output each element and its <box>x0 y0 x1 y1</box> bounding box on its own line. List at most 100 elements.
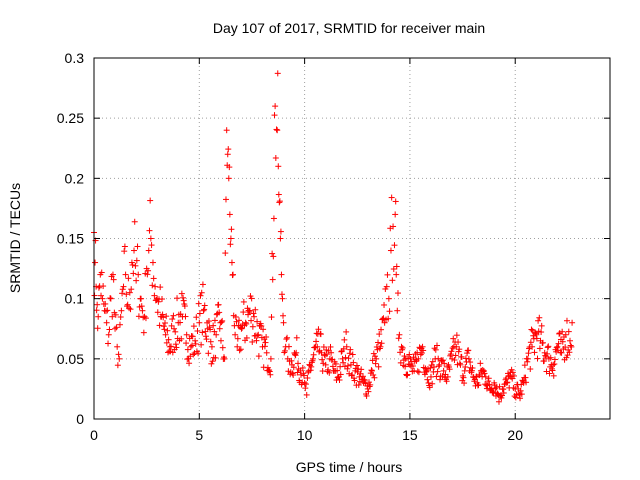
data-point <box>280 312 287 319</box>
data-point <box>427 373 434 380</box>
data-point <box>326 369 333 376</box>
x-tick-label: 20 <box>507 427 523 443</box>
data-point <box>200 307 207 314</box>
data-point <box>160 314 167 321</box>
data-point <box>170 312 177 319</box>
data-point <box>105 340 112 347</box>
data-point <box>294 369 301 376</box>
data-point <box>449 345 456 352</box>
data-point <box>250 310 257 317</box>
data-point <box>295 365 302 372</box>
data-point <box>325 366 332 373</box>
data-point <box>467 359 474 366</box>
data-point <box>500 386 507 393</box>
x-axis-label: GPS time / hours <box>296 459 403 475</box>
data-point <box>343 343 350 350</box>
data-point <box>148 242 155 249</box>
data-point <box>528 326 535 333</box>
data-point <box>229 272 236 279</box>
data-point <box>164 327 171 334</box>
data-point <box>320 360 327 367</box>
x-tick-label: 15 <box>402 427 418 443</box>
data-point <box>119 286 126 293</box>
data-point <box>168 322 175 329</box>
data-point <box>394 290 401 297</box>
data-point <box>98 269 105 276</box>
data-point <box>126 289 133 296</box>
data-point <box>290 364 297 371</box>
data-point <box>319 356 326 363</box>
data-point <box>279 295 286 302</box>
data-point <box>95 313 102 320</box>
data-point <box>131 247 138 254</box>
data-point <box>218 319 225 326</box>
data-point <box>126 305 133 312</box>
data-point <box>227 241 234 248</box>
data-point <box>121 248 128 255</box>
data-point <box>556 330 563 337</box>
data-point <box>381 319 388 326</box>
data-point <box>272 154 279 161</box>
data-point <box>187 353 194 360</box>
data-point <box>208 360 215 367</box>
data-point <box>94 325 101 332</box>
data-point <box>249 338 256 345</box>
data-point <box>351 377 358 384</box>
data-point <box>479 373 486 380</box>
data-point <box>159 311 166 318</box>
data-point <box>260 326 267 333</box>
data-point <box>178 335 185 342</box>
chart-title: Day 107 of 2017, SRMTID for receiver mai… <box>213 20 485 36</box>
data-point <box>103 319 110 326</box>
data-points <box>91 70 576 405</box>
data-point <box>307 367 314 374</box>
data-point <box>290 372 297 379</box>
data-point <box>304 375 311 382</box>
data-point <box>102 300 109 307</box>
data-point <box>139 307 146 314</box>
data-point <box>150 275 157 282</box>
data-point <box>375 363 382 370</box>
data-point <box>156 322 163 329</box>
data-point <box>180 297 187 304</box>
data-point <box>446 366 453 373</box>
data-point <box>116 355 123 362</box>
data-point <box>301 372 308 379</box>
data-point <box>465 347 472 354</box>
data-point <box>494 390 501 397</box>
data-point <box>407 355 414 362</box>
data-point <box>276 199 283 206</box>
data-point <box>207 326 214 333</box>
data-point <box>563 354 570 361</box>
data-point <box>217 337 224 344</box>
data-point <box>372 353 379 360</box>
data-point <box>373 355 380 362</box>
data-point <box>339 355 346 362</box>
data-point <box>536 345 543 352</box>
data-point <box>532 330 539 337</box>
data-point <box>274 70 281 77</box>
data-point <box>222 196 229 203</box>
data-point <box>440 367 447 374</box>
x-tick-label: 10 <box>297 427 313 443</box>
data-point <box>275 191 282 198</box>
data-point <box>521 362 528 369</box>
data-point <box>288 357 295 364</box>
data-point <box>240 309 247 316</box>
data-point <box>398 343 405 350</box>
data-point <box>412 356 419 363</box>
data-point <box>118 307 125 314</box>
data-point <box>415 369 422 376</box>
data-point <box>145 247 152 254</box>
data-point <box>165 336 172 343</box>
data-point <box>192 340 199 347</box>
data-point <box>252 306 259 313</box>
data-point <box>566 349 573 356</box>
data-point <box>285 343 292 350</box>
data-point <box>448 348 455 355</box>
data-point <box>172 341 179 348</box>
data-point <box>393 263 400 270</box>
data-point <box>403 372 410 379</box>
data-point <box>219 317 226 324</box>
data-point <box>471 376 478 383</box>
